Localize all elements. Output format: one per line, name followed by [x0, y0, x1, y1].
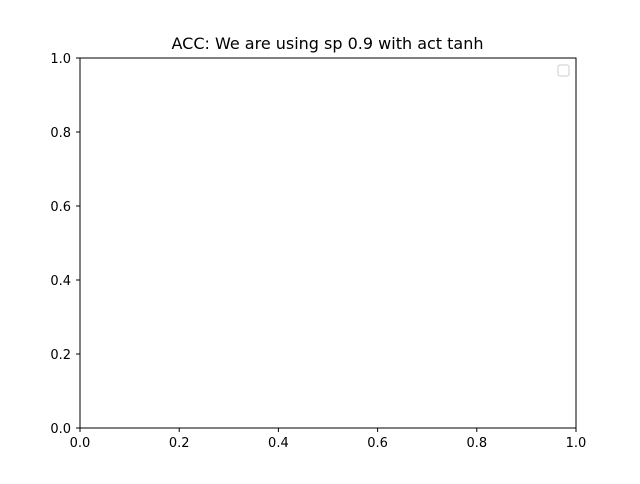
x-axis: 0.0 0.2 0.4 0.6 0.8 1.0 [70, 428, 587, 451]
y-axis: 0.0 0.2 0.4 0.6 0.8 1.0 [50, 52, 80, 437]
x-tick-label: 1.0 [566, 436, 587, 451]
x-tick-label: 0.8 [466, 436, 487, 451]
y-tick-label: 0.0 [50, 422, 71, 437]
y-tick-label: 0.2 [50, 348, 71, 363]
y-tick-label: 0.4 [50, 274, 71, 289]
y-tick-label: 1.0 [50, 52, 71, 67]
x-tick-label: 0.4 [268, 436, 289, 451]
y-tick-label: 0.8 [50, 126, 71, 141]
chart-title: ACC: We are using sp 0.9 with act tanh [171, 34, 483, 53]
legend-box [557, 64, 570, 77]
y-tick-label: 0.6 [50, 200, 71, 215]
x-tick-label: 0.2 [169, 436, 190, 451]
x-tick-label: 0.6 [367, 436, 388, 451]
x-tick-label: 0.0 [70, 436, 91, 451]
plot-area [79, 57, 577, 429]
